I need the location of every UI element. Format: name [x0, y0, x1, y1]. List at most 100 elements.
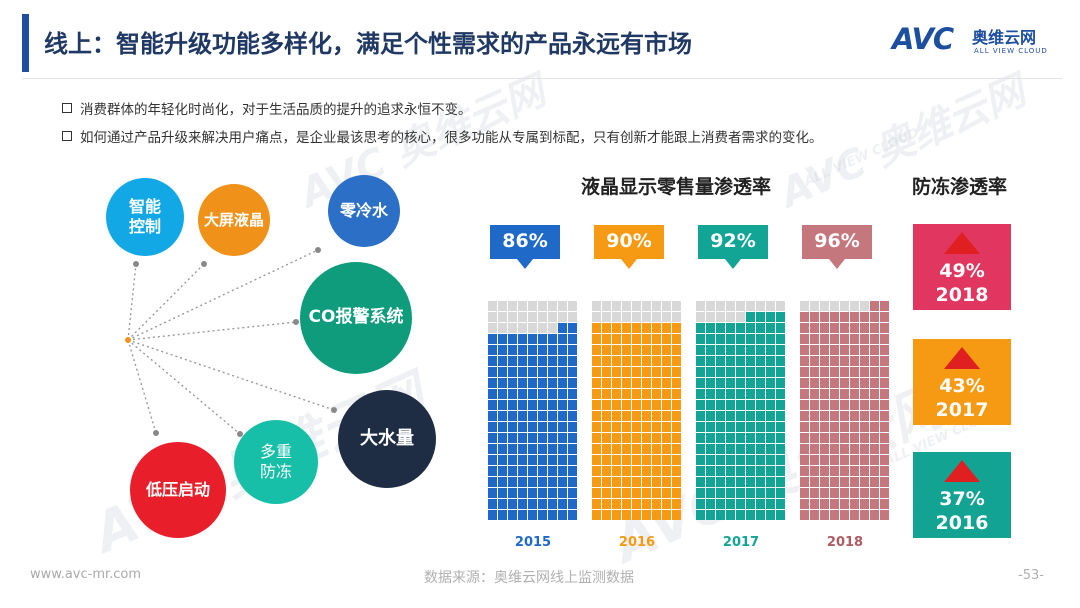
waffle-cell-filled — [870, 455, 879, 465]
waffle-cell-filled — [830, 400, 839, 410]
value-callout-marker — [802, 225, 872, 269]
waffle-cell-filled — [498, 499, 507, 509]
waffle-cell-filled — [652, 499, 661, 509]
waffle-cell-filled — [672, 400, 681, 410]
waffle-cell-filled — [736, 345, 745, 355]
connector-dot — [133, 261, 139, 267]
waffle-cell-filled — [840, 466, 849, 476]
waffle-cell-filled — [528, 389, 537, 399]
waffle-cell-filled — [622, 477, 631, 487]
waffle-cell-filled — [716, 422, 725, 432]
waffle-cell-filled — [756, 389, 765, 399]
waffle-cell-filled — [840, 444, 849, 454]
waffle-cell-filled — [840, 411, 849, 421]
waffle-cell-filled — [860, 477, 869, 487]
waffle-cell-filled — [528, 400, 537, 410]
waffle-cell-filled — [592, 411, 601, 421]
waffle-cell-filled — [508, 411, 517, 421]
waffle-cell-filled — [642, 378, 651, 388]
waffle-cell-filled — [696, 400, 705, 410]
waffle-cell-empty — [568, 301, 577, 311]
waffle-cell-filled — [880, 301, 889, 311]
waffle-cell-filled — [850, 323, 859, 333]
waffle-cell-filled — [870, 389, 879, 399]
waffle-cell-filled — [880, 378, 889, 388]
waffle-cell-filled — [756, 334, 765, 344]
waffle-cell-filled — [508, 356, 517, 366]
waffle-cell-filled — [850, 334, 859, 344]
waffle-cell-filled — [612, 466, 621, 476]
waffle-cell-filled — [706, 323, 715, 333]
connector-dot — [315, 247, 321, 253]
waffle-cell-filled — [508, 477, 517, 487]
waffle-cell-filled — [568, 444, 577, 454]
waffle-cell-filled — [488, 334, 497, 344]
waffle-cell-filled — [706, 378, 715, 388]
waffle-cell-filled — [538, 334, 547, 344]
waffle-cell-filled — [736, 444, 745, 454]
waffle-cell-filled — [860, 400, 869, 410]
waffle-cell-filled — [800, 400, 809, 410]
waffle-cell-filled — [612, 378, 621, 388]
avc-logo: AVC 奥维云网 ALL VIEW CLOUD — [892, 22, 1060, 62]
waffle-cell-filled — [830, 499, 839, 509]
waffle-cell-filled — [746, 477, 755, 487]
waffle-cell-filled — [706, 389, 715, 399]
waffle-cell-filled — [642, 356, 651, 366]
waffle-cell-filled — [592, 389, 601, 399]
waffle-cell-filled — [776, 345, 785, 355]
waffle-cell-filled — [568, 356, 577, 366]
waffle-cell-filled — [830, 345, 839, 355]
waffle-cell-filled — [652, 334, 661, 344]
waffle-cell-filled — [642, 422, 651, 432]
waffle-cell-filled — [498, 400, 507, 410]
waffle-cell-filled — [820, 389, 829, 399]
waffle-cell-filled — [518, 411, 527, 421]
waffle-cell-filled — [672, 389, 681, 399]
waffle-cell-filled — [592, 356, 601, 366]
waffle-cell-filled — [622, 345, 631, 355]
waffle-cell-filled — [558, 499, 567, 509]
waffle-cell-filled — [840, 378, 849, 388]
waffle-cell-filled — [870, 345, 879, 355]
waffle-cell-filled — [488, 510, 497, 520]
waffle-cell-filled — [592, 400, 601, 410]
year-tick-label: 2015 — [514, 535, 552, 550]
waffle-cell-filled — [776, 389, 785, 399]
waffle-cell-filled — [716, 488, 725, 498]
waffle-cell-filled — [538, 345, 547, 355]
waffle-cell-empty — [518, 312, 527, 322]
waffle-cell-filled — [860, 312, 869, 322]
waffle-cell-filled — [602, 422, 611, 432]
waffle-cell-filled — [830, 455, 839, 465]
value-label: 96% — [814, 230, 860, 252]
waffle-cell-filled — [776, 356, 785, 366]
waffle-cell-filled — [706, 477, 715, 487]
waffle-cell-filled — [518, 477, 527, 487]
waffle-cell-filled — [662, 356, 671, 366]
waffle-cell-filled — [558, 411, 567, 421]
waffle-cell-filled — [820, 444, 829, 454]
waffle-cell-filled — [528, 510, 537, 520]
waffle-cell-filled — [756, 510, 765, 520]
waffle-cell-filled — [706, 422, 715, 432]
waffle-cell-filled — [672, 411, 681, 421]
waffle-cell-filled — [766, 455, 775, 465]
waffle-cell-filled — [642, 400, 651, 410]
waffle-cell-filled — [850, 488, 859, 498]
waffle-cell-filled — [860, 367, 869, 377]
waffle-cell-filled — [800, 378, 809, 388]
waffle-cell-filled — [850, 422, 859, 432]
waffle-cell-filled — [776, 422, 785, 432]
waffle-cell-filled — [642, 334, 651, 344]
waffle-cell-filled — [568, 378, 577, 388]
waffle-cell-filled — [800, 422, 809, 432]
waffle-cell-filled — [850, 433, 859, 443]
waffle-cell-filled — [870, 422, 879, 432]
waffle-cell-filled — [810, 323, 819, 333]
waffle-cell-filled — [830, 422, 839, 432]
waffle-cell-filled — [528, 345, 537, 355]
waffle-cell-filled — [518, 378, 527, 388]
waffle-cell-filled — [860, 345, 869, 355]
waffle-cell-filled — [672, 367, 681, 377]
